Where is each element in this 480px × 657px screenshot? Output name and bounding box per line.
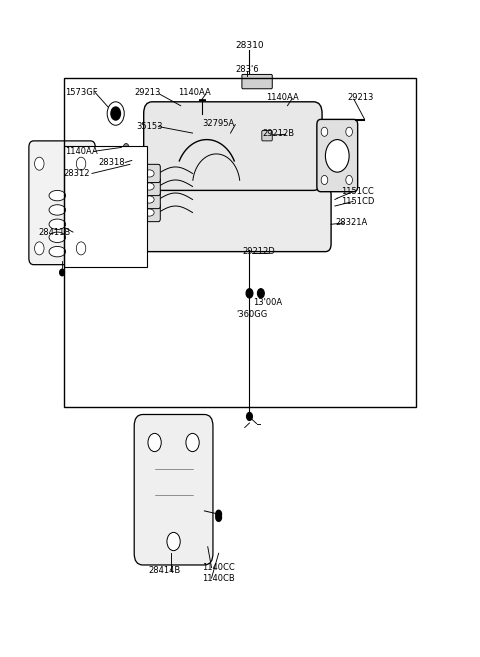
Ellipse shape bbox=[144, 183, 154, 190]
Ellipse shape bbox=[49, 219, 66, 229]
Circle shape bbox=[107, 102, 124, 125]
Circle shape bbox=[346, 175, 352, 185]
Text: 1140AA: 1140AA bbox=[266, 93, 299, 102]
FancyBboxPatch shape bbox=[29, 141, 96, 265]
FancyBboxPatch shape bbox=[262, 131, 272, 141]
Circle shape bbox=[246, 289, 253, 298]
Text: 13'00A: 13'00A bbox=[253, 298, 282, 307]
Circle shape bbox=[148, 434, 161, 451]
Text: 28414B: 28414B bbox=[148, 566, 180, 576]
FancyBboxPatch shape bbox=[138, 204, 160, 221]
Text: 1151CD: 1151CD bbox=[341, 197, 374, 206]
Text: 1151CC: 1151CC bbox=[341, 187, 374, 196]
Text: 28312: 28312 bbox=[63, 169, 90, 178]
Text: 29212B: 29212B bbox=[262, 129, 294, 137]
Circle shape bbox=[258, 289, 264, 298]
Circle shape bbox=[35, 242, 44, 255]
Circle shape bbox=[76, 157, 86, 170]
Bar bbox=[64, 78, 416, 407]
Circle shape bbox=[216, 510, 221, 518]
FancyBboxPatch shape bbox=[317, 120, 358, 192]
Circle shape bbox=[321, 127, 328, 136]
Text: 1573GF: 1573GF bbox=[65, 88, 97, 97]
Text: 28310: 28310 bbox=[235, 41, 264, 50]
FancyBboxPatch shape bbox=[134, 415, 213, 565]
FancyBboxPatch shape bbox=[138, 177, 160, 196]
FancyBboxPatch shape bbox=[138, 191, 160, 209]
Text: 29213: 29213 bbox=[348, 93, 374, 102]
Text: 32795A: 32795A bbox=[203, 119, 235, 128]
Circle shape bbox=[186, 434, 199, 451]
Circle shape bbox=[123, 143, 129, 151]
Text: 1140AA: 1140AA bbox=[65, 147, 97, 156]
Circle shape bbox=[325, 139, 349, 172]
Text: 29212D: 29212D bbox=[242, 247, 276, 256]
Ellipse shape bbox=[49, 232, 66, 242]
Circle shape bbox=[321, 175, 328, 185]
FancyBboxPatch shape bbox=[129, 154, 141, 167]
Text: 1140AA: 1140AA bbox=[179, 88, 211, 97]
Ellipse shape bbox=[144, 209, 154, 216]
Ellipse shape bbox=[144, 196, 154, 203]
Circle shape bbox=[35, 157, 44, 170]
Circle shape bbox=[60, 269, 64, 276]
Bar bbox=[64, 146, 147, 267]
Circle shape bbox=[216, 514, 221, 521]
Text: 28321A: 28321A bbox=[336, 219, 368, 227]
Ellipse shape bbox=[49, 191, 66, 201]
Ellipse shape bbox=[49, 205, 66, 215]
FancyBboxPatch shape bbox=[144, 102, 322, 191]
Text: '360GG: '360GG bbox=[236, 309, 267, 319]
Text: 1140CB: 1140CB bbox=[202, 574, 235, 583]
Circle shape bbox=[346, 127, 352, 136]
Text: 1140CC: 1140CC bbox=[202, 563, 235, 572]
Text: 28411B: 28411B bbox=[39, 227, 71, 237]
FancyBboxPatch shape bbox=[242, 74, 272, 89]
Circle shape bbox=[76, 242, 86, 255]
Ellipse shape bbox=[144, 170, 154, 177]
Circle shape bbox=[167, 532, 180, 551]
Circle shape bbox=[247, 413, 252, 420]
Text: 28318: 28318 bbox=[98, 158, 125, 167]
Text: 283'6: 283'6 bbox=[235, 65, 259, 74]
Text: 35153: 35153 bbox=[137, 122, 163, 131]
FancyBboxPatch shape bbox=[135, 187, 331, 252]
Circle shape bbox=[111, 107, 120, 120]
FancyBboxPatch shape bbox=[138, 164, 160, 183]
Ellipse shape bbox=[49, 246, 66, 257]
Text: 29213: 29213 bbox=[134, 88, 161, 97]
